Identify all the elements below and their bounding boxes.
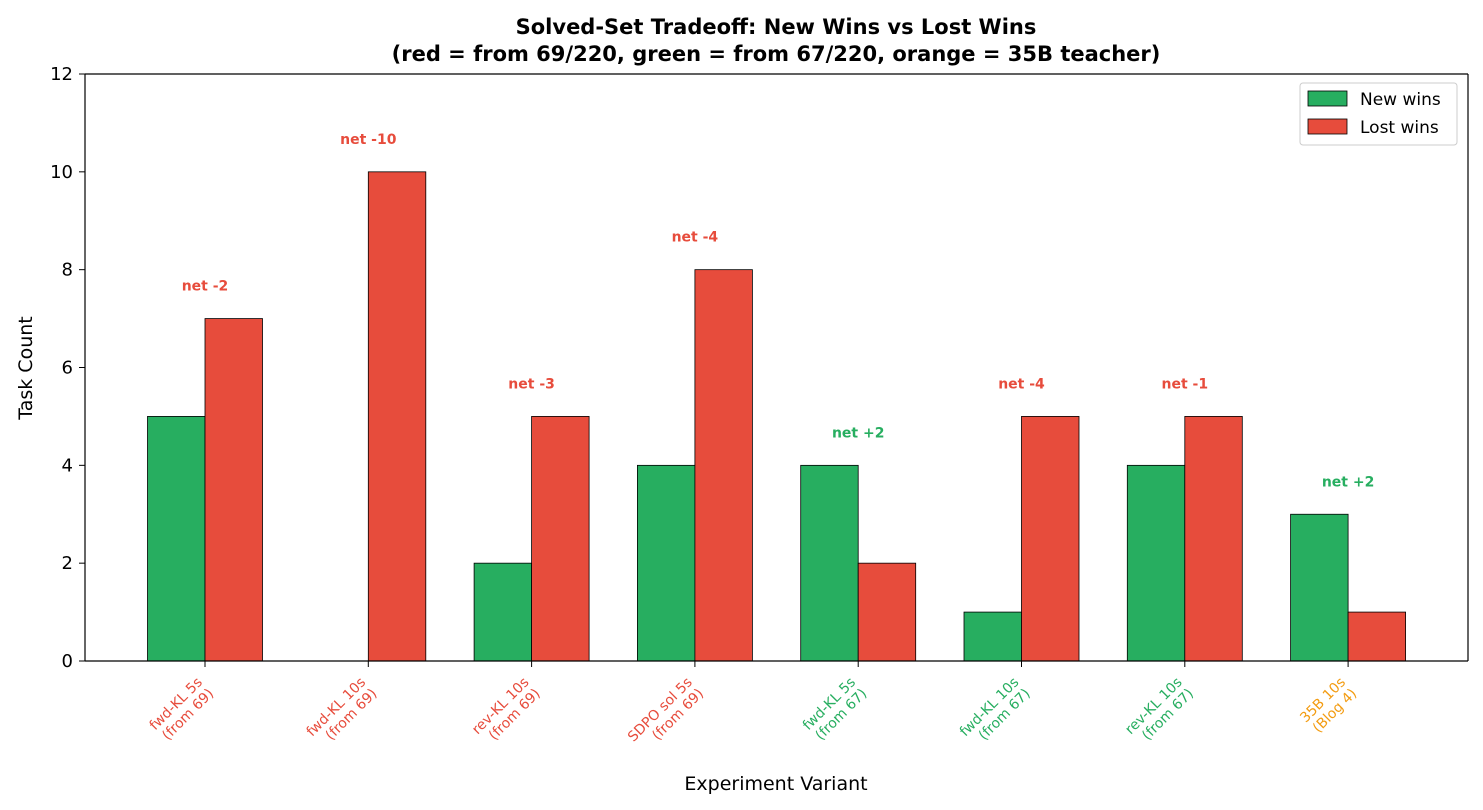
y-tick-label-4: 4 — [62, 455, 73, 476]
bar-lost-wins-6 — [1184, 416, 1243, 662]
bar-lost-wins-2 — [531, 416, 590, 662]
net-label-4: net +2 — [832, 425, 885, 441]
x-tick-label-4: fwd-KL 5s(from 67) — [800, 675, 871, 746]
bar-new-wins-6 — [1126, 464, 1186, 662]
net-label-6: net -1 — [1162, 376, 1209, 392]
bar-new-wins-0 — [147, 416, 206, 662]
bar-lost-wins-7 — [1347, 611, 1406, 662]
bar-new-wins-2 — [473, 562, 533, 662]
bar-lost-wins-4 — [857, 562, 917, 662]
plot-area: 0 2 4 6 8 10 12 fwd-KL 5s(from 69) net -2 fwd-KL … — [50, 64, 1469, 757]
bar-lost-wins-1 — [367, 171, 427, 662]
y-axis-label: Task Count — [15, 316, 37, 420]
net-label-7: net +2 — [1322, 474, 1375, 490]
legend-swatch-new-wins — [1307, 90, 1348, 107]
net-label-3: net -4 — [672, 230, 719, 246]
net-label-1: net -10 — [340, 132, 397, 148]
net-label-2: net -3 — [508, 376, 555, 392]
bar-lost-wins-5 — [1021, 416, 1080, 662]
legend-swatch-lost-wins — [1307, 118, 1348, 135]
x-tick-label-6: rev-KL 10s(from 67) — [1122, 675, 1197, 750]
y-tick-label-8: 8 — [62, 260, 73, 281]
legend-label-lost-wins: Lost wins — [1360, 118, 1439, 138]
y-tick-label-10: 10 — [50, 162, 73, 183]
y-tick-label-12: 12 — [50, 64, 73, 85]
bar-new-wins-4 — [800, 464, 859, 662]
legend-label-new-wins: New wins — [1360, 90, 1441, 110]
chart-title: Solved-Set Tradeoff: New Wins vs Lost Wi… — [516, 15, 1037, 39]
chart-subtitle: (red = from 69/220, green = from 67/220,… — [392, 42, 1161, 66]
bar-new-wins-3 — [637, 464, 696, 662]
y-tick-label-2: 2 — [62, 553, 73, 574]
bar-lost-wins-3 — [694, 269, 753, 662]
y-tick-label-0: 0 — [62, 651, 73, 672]
legend: New wins Lost wins — [1299, 82, 1458, 146]
x-tick-label-3: SDPO sol 5s(from 69) — [625, 675, 707, 757]
net-label-0: net -2 — [182, 279, 229, 295]
net-label-5: net -4 — [998, 376, 1045, 392]
bar-new-wins-7 — [1290, 513, 1349, 662]
x-axis-label: Experiment Variant — [684, 773, 867, 795]
x-tick-label-1: fwd-KL 10s(from 69) — [304, 675, 381, 752]
x-tick-label-0: fwd-KL 5s(from 69) — [147, 675, 218, 746]
x-tick-label-2: rev-KL 10s(from 69) — [469, 675, 544, 750]
x-tick-label-7: 35B 10s(Blog 4) — [1297, 675, 1360, 738]
x-tick-label-5: fwd-KL 10s(from 67) — [957, 675, 1034, 752]
bar-new-wins-5 — [963, 611, 1022, 662]
y-tick-label-6: 6 — [62, 358, 73, 379]
bar-lost-wins-0 — [204, 318, 263, 662]
